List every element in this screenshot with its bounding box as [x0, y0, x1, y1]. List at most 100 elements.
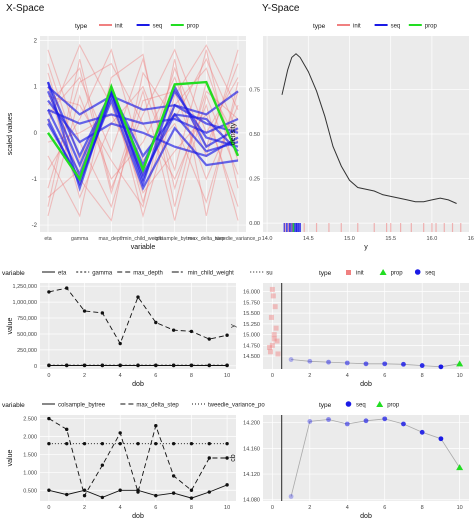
x-space-chart: -2 -1 0 1 2 eta gamma max_depthmin_child_weight… — [7, 23, 261, 251]
ytrace1-panel-background — [263, 283, 469, 369]
ytrace1-xtick-label: 4 — [346, 373, 349, 379]
yvars1-point-gamma — [118, 363, 122, 367]
yvars2-point-max_delta_step — [82, 493, 87, 498]
ytrace1-seq-point — [326, 359, 331, 365]
ytrace2-seq-point — [419, 429, 425, 435]
ytrace1-xtick-label: 8 — [421, 373, 424, 379]
yvars1-point-gamma — [189, 363, 194, 367]
xspace-series-init-line — [47, 63, 239, 219]
yvars1-yaxis-label: value — [7, 318, 14, 335]
ytrace1-seq-point — [344, 360, 350, 366]
xspace-xtick-label: max_depth — [98, 236, 124, 242]
yvars1-point-max_depth — [47, 290, 51, 294]
ytrace1-ytick-label: 16.000 — [243, 290, 260, 296]
yvars2-legend-label: tweedie_variance_po — [208, 403, 265, 409]
ytrace1-seq-point — [307, 358, 313, 364]
ytrace1-init-point — [268, 314, 274, 320]
yvars2-point-tweedie_variance_po — [82, 441, 87, 446]
yvars2-xaxis-label: dob — [132, 513, 144, 520]
yvars1-ytick-label: 500,000 — [17, 332, 37, 338]
ytrace1-legend-key-square — [346, 270, 351, 275]
ytrace1-legend-label: init — [356, 271, 364, 277]
yvars2-point-tweedie_variance_po — [189, 441, 194, 446]
ytrace1-seq-point — [419, 363, 425, 368]
yvars1-point-max_depth — [65, 286, 69, 290]
ytrace1-init-point — [272, 304, 278, 310]
yvars2-legend-title: variable — [2, 402, 25, 409]
yvars1-point-gamma — [47, 363, 51, 367]
xspace-ytick-label: -2 — [32, 223, 38, 229]
yvars2-point-max_delta_step — [136, 490, 140, 494]
ytrace2-ytick-label: 14.080 — [243, 498, 260, 504]
ytrace2-xtick-label: 0 — [271, 505, 274, 511]
ytrace1-prop-point — [456, 360, 464, 367]
y-space-chart: 0.00 0.25 0.50 0.75 14.0 14.5 15.0 15.5 16.0 16.5… — [230, 23, 474, 251]
xspace-ytick-label: -1 — [32, 177, 38, 183]
ytrace1-ytick-label: 15.500 — [243, 311, 260, 317]
yvars2-point-tweedie_variance_po — [154, 441, 158, 446]
yspace-ytick-label: 0.00 — [249, 221, 260, 227]
xspace-legend-label: prop — [187, 24, 200, 30]
yvars2-point-colsample_bytree — [47, 488, 51, 492]
ytrace2-ytick-label: 14.200 — [243, 421, 260, 427]
yspace-xtick-label: 16.0 — [427, 236, 438, 242]
yvars1-ytick-label: 1,250,000 — [13, 284, 37, 290]
yspace-xtick-label: 15.0 — [344, 236, 355, 242]
ytrace2-ytick-label: 14.160 — [243, 446, 260, 452]
yspace-ytick-label: 0.25 — [249, 177, 260, 183]
xspace-series-seq-line — [47, 85, 239, 116]
ytrace1-init-point — [267, 345, 273, 350]
xspace-xaxis-label: variable — [131, 244, 156, 251]
xspace-series-init-line — [47, 58, 239, 217]
yvars2-xtick-label: 0 — [47, 505, 50, 511]
xspace-ytick-label: 0 — [34, 131, 38, 137]
yvars2-legend-label: max_delta_step — [136, 403, 179, 409]
ytrace2-seq-point — [344, 421, 350, 427]
ytrace2-legend-key-triangle — [376, 401, 384, 407]
yvars2-point-colsample_bytree — [154, 493, 158, 498]
yvars1-point-max_depth — [82, 309, 87, 313]
ytrace2-xtick-label: 10 — [457, 505, 463, 511]
ytrace1-seq-point — [438, 364, 444, 370]
x-space-title: X-Space — [6, 3, 45, 14]
yspace-legend-title: type — [313, 23, 326, 30]
xspace-series-init-line — [47, 67, 239, 221]
yvars2-point-tweedie_variance_po — [225, 441, 229, 446]
ytrace2-seq-point — [382, 416, 388, 422]
ytrace2-seq-point — [326, 417, 331, 422]
yvars1-point-gamma — [100, 363, 105, 367]
yspace-yaxis-label: density — [230, 122, 237, 145]
yvars1-xtick-label: 8 — [190, 373, 193, 379]
ytrace1-init-point — [274, 338, 280, 344]
xspace-xtick-label: eta — [44, 236, 51, 242]
yvars2-point-tweedie_variance_po — [118, 441, 122, 446]
yvars2-panel-background — [40, 415, 236, 501]
ytrace1-xtick-label: 0 — [271, 373, 274, 379]
yspace-legend-label: init — [353, 24, 361, 30]
yspace-xtick-label: 16.5 — [468, 236, 474, 242]
ytrace1-trace-line — [291, 359, 460, 368]
yvars2-point-tweedie_variance_po — [136, 441, 140, 446]
yvars1-point-gamma — [154, 363, 158, 367]
xspace-series-seq-line — [46, 81, 239, 168]
yvars1-point-max_depth — [154, 320, 158, 325]
ytrace1-legend-label: seq — [425, 271, 435, 277]
yvars2-point-max_delta_step — [225, 456, 229, 460]
ytrace2-ytick-label: 14.120 — [243, 472, 260, 478]
ytrace2-panel-background — [263, 415, 469, 501]
ytrace2-legend-key-circle — [345, 401, 352, 407]
yvars2-point-max_delta_step — [189, 488, 194, 492]
yvars1-point-max_depth — [118, 341, 122, 346]
yvars2-point-max_delta_step — [171, 474, 176, 478]
ytrace1-xtick-label: 10 — [457, 373, 463, 379]
ytrace2-seq-point — [363, 418, 369, 424]
variables-chart-1: 0 250,000 500,000 750,000 1,000,000 1,250,000… — [2, 270, 273, 388]
ytrace1-ytick-label: 15.000 — [243, 333, 260, 339]
yvars2-xtick-label: 2 — [83, 505, 86, 511]
yvars1-xtick-label: 0 — [47, 373, 50, 379]
xspace-legend-title: type — [75, 23, 88, 30]
yvars1-ytick-label: 0 — [34, 364, 37, 370]
ytrace1-ytick-label: 14.500 — [243, 354, 260, 360]
yspace-legend-label: prop — [425, 24, 438, 30]
yspace-xaxis-label: y — [364, 244, 368, 251]
